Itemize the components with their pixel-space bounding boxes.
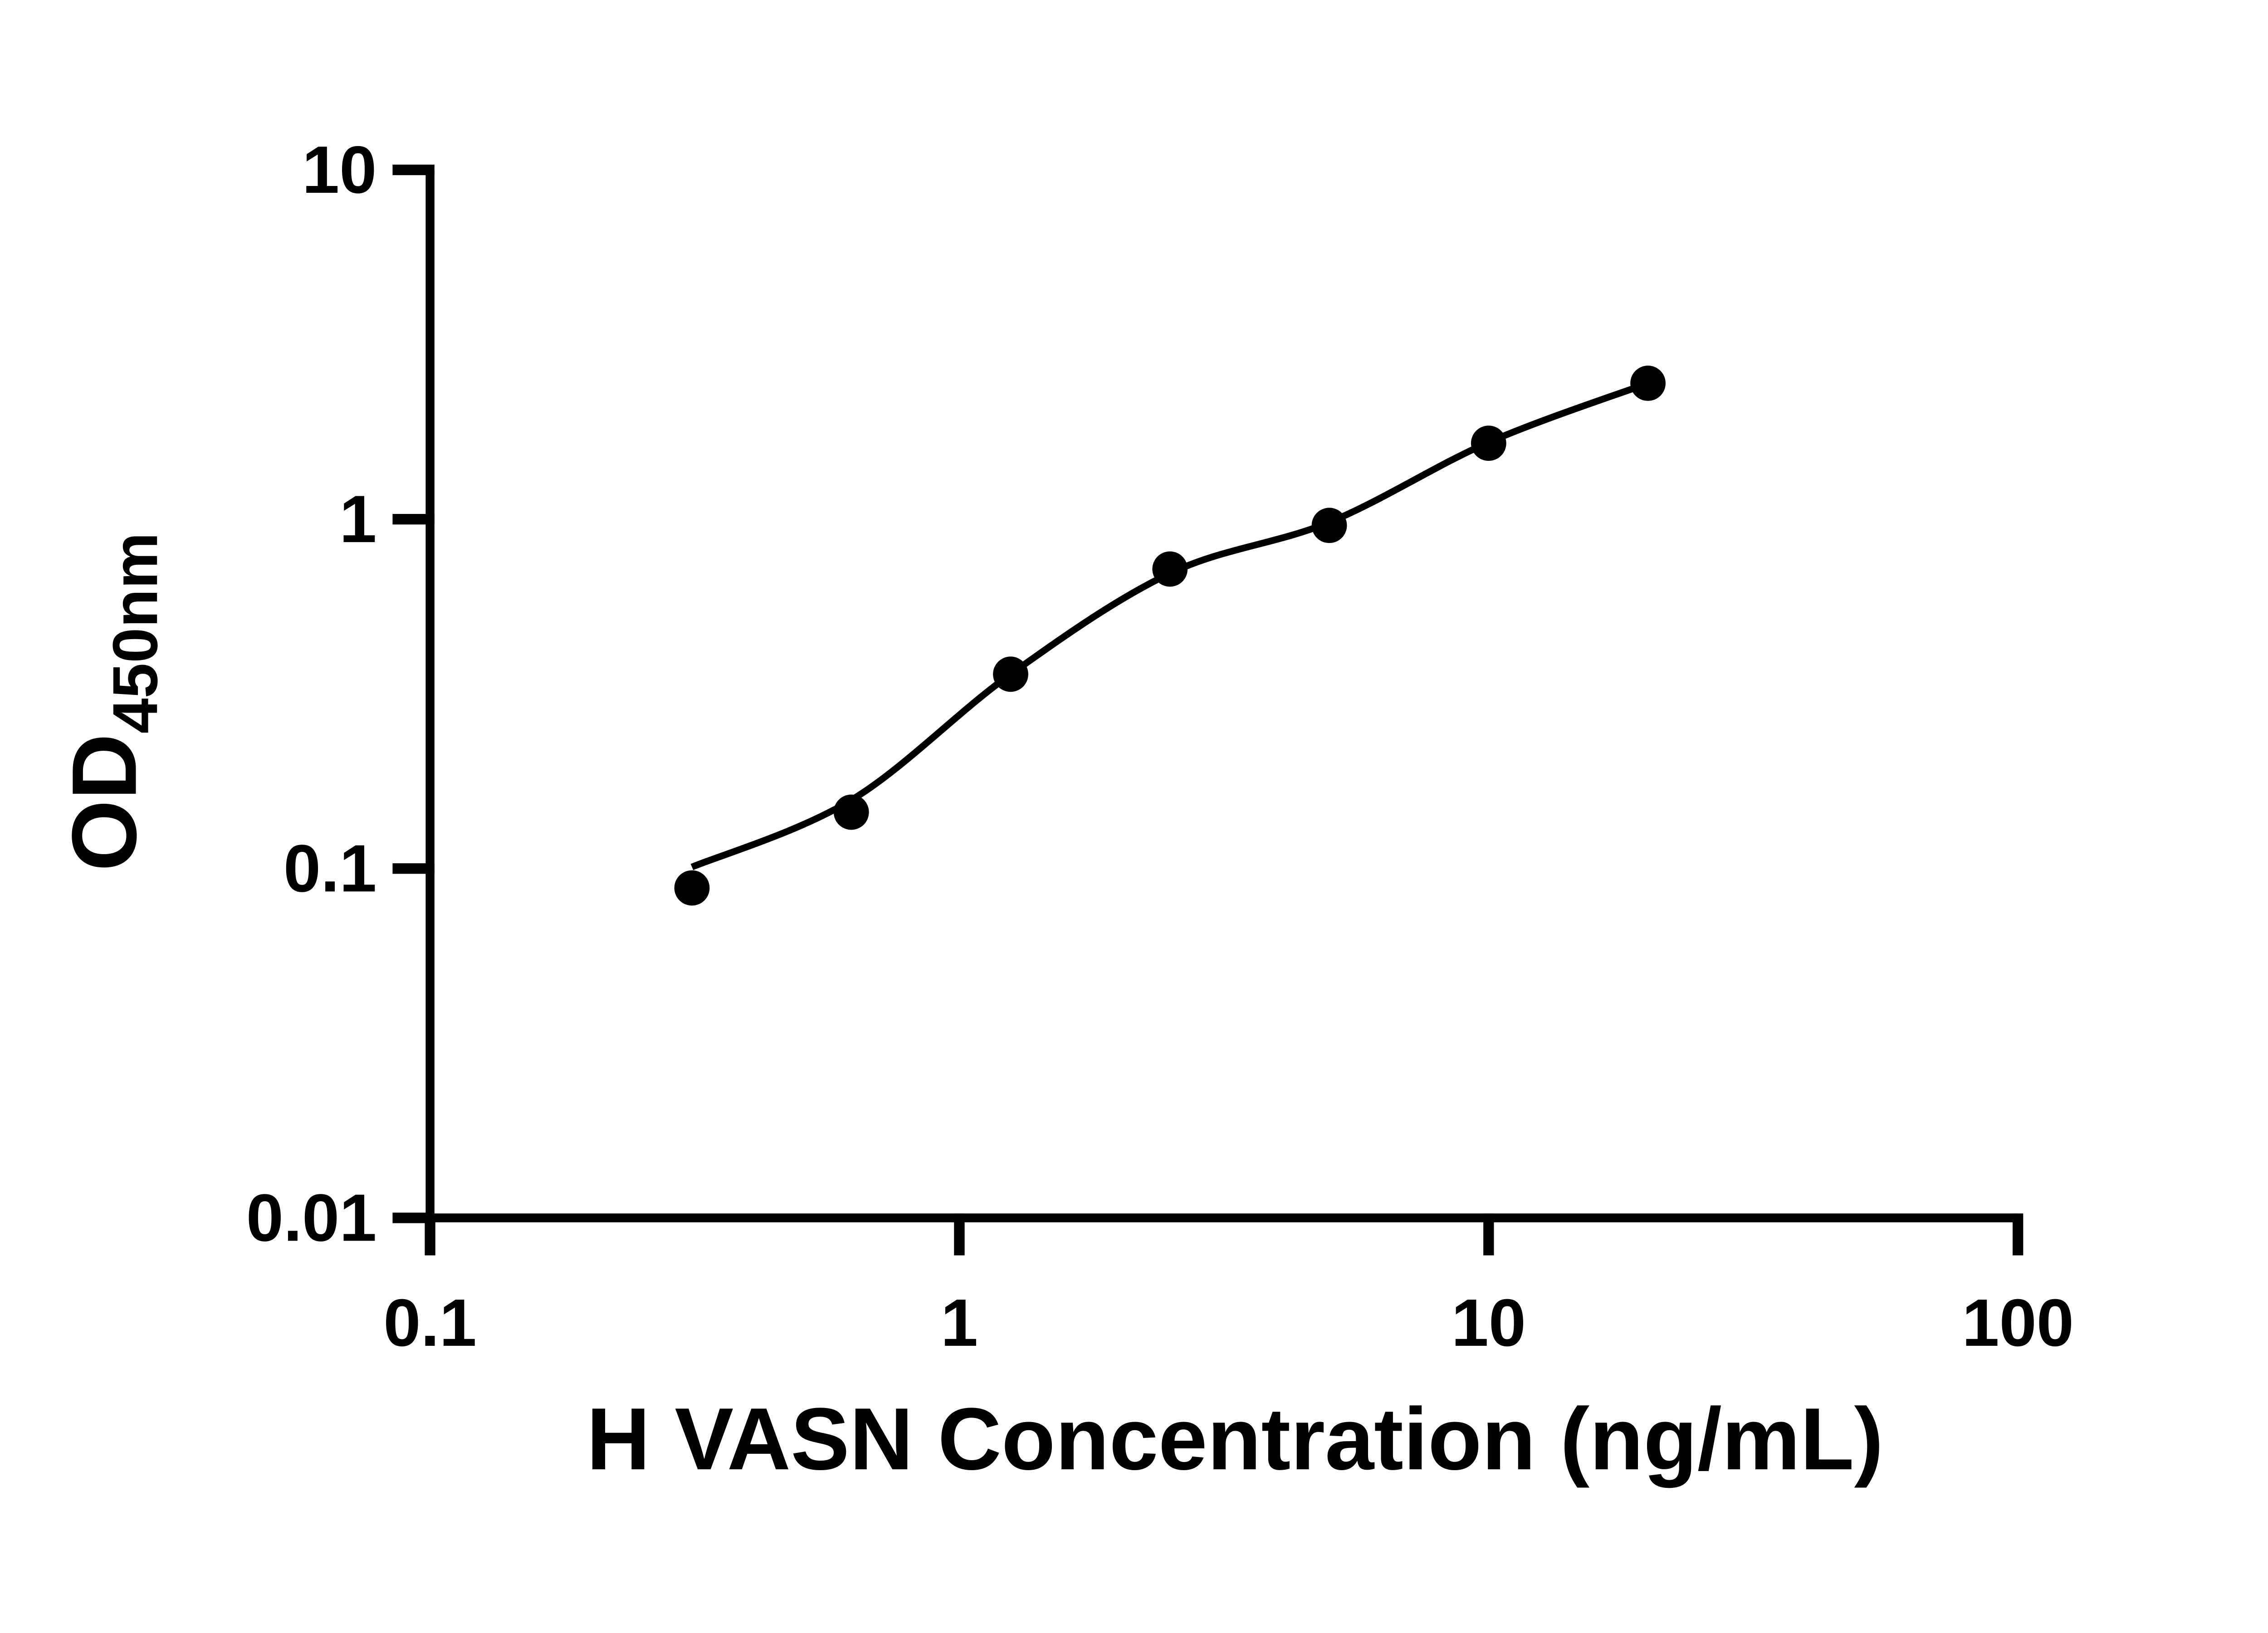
- y-axis-title: OD450nm: [53, 533, 171, 871]
- data-point: [993, 656, 1028, 692]
- y-tick-label: 0.1: [284, 831, 376, 906]
- x-axis-title: H VASN Concentration (ng/mL): [587, 1390, 1883, 1488]
- x-tick-label: 100: [1962, 1286, 2074, 1360]
- y-tick-label: 0.01: [246, 1180, 377, 1255]
- y-tick-label: 1: [339, 482, 376, 557]
- y-tick-label: 10: [302, 132, 376, 207]
- fit-curve: [690, 380, 1649, 870]
- x-tick-label: 10: [1452, 1286, 1526, 1360]
- y-axis-ticks: 0.01 0.1 1 10: [246, 132, 435, 1255]
- data-points-group: [674, 366, 1666, 906]
- y-axis-title-subscript: 450nm: [99, 533, 171, 734]
- x-tick-label: 0.1: [383, 1286, 476, 1360]
- data-point: [833, 794, 869, 830]
- data-point: [1630, 366, 1666, 401]
- fit-curve-group: [690, 380, 1649, 870]
- data-point: [1471, 425, 1506, 461]
- y-axis-title-main: OD: [53, 733, 155, 871]
- data-point: [674, 870, 710, 906]
- data-point: [1152, 551, 1188, 587]
- data-point: [1311, 508, 1347, 543]
- x-axis-ticks: 0.1 1 10 100: [383, 1213, 2074, 1360]
- x-tick-label: 1: [941, 1286, 978, 1360]
